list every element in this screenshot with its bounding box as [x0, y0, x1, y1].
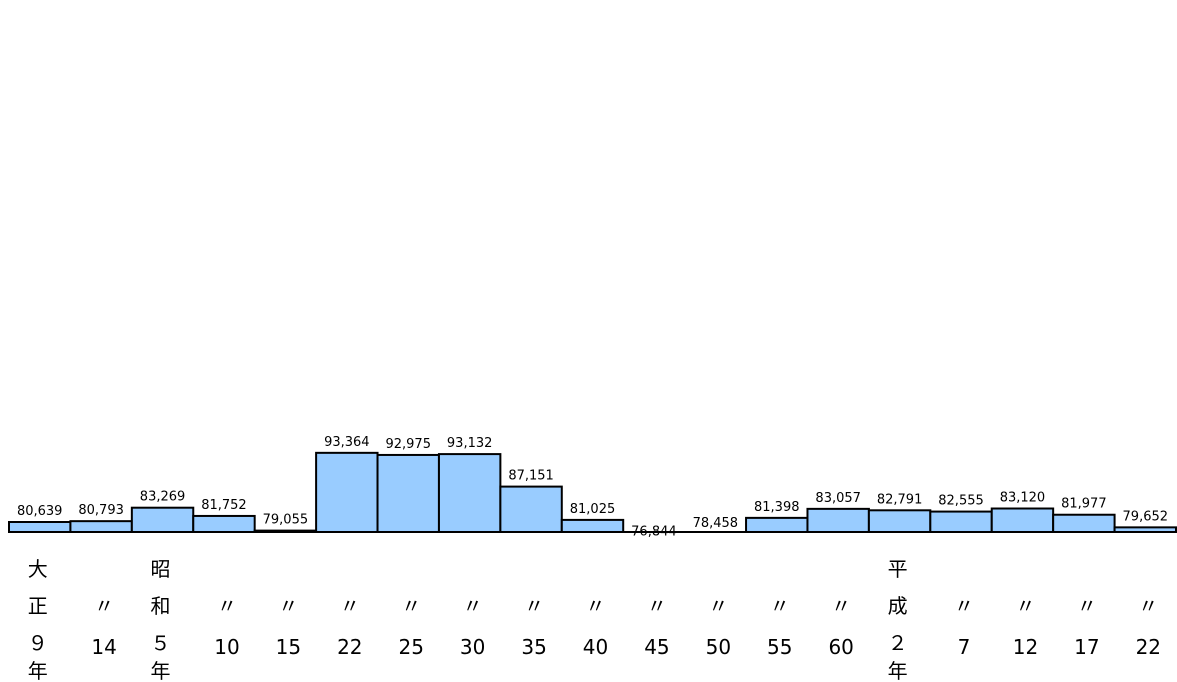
category-label: 〃 — [401, 594, 421, 618]
bar — [929, 510, 993, 533]
bar — [745, 516, 809, 533]
category-label: 17 — [1074, 635, 1099, 659]
category-label: 7 — [958, 635, 971, 659]
category-label: 〃 — [278, 594, 298, 618]
category-label: 40 — [583, 635, 608, 659]
bar — [315, 451, 379, 533]
category-label: 年 — [28, 659, 48, 682]
value-label: 80,793 — [78, 503, 124, 518]
category-label: 〃 — [708, 594, 728, 618]
value-label: 87,151 — [508, 469, 554, 484]
value-label: 81,025 — [570, 502, 616, 517]
category-label: 22 — [337, 635, 362, 659]
category-label: 〃 — [340, 594, 360, 618]
category-label: 和 — [151, 594, 171, 618]
bar — [8, 521, 72, 533]
category-label: 〃 — [1077, 594, 1097, 618]
value-label: 83,057 — [815, 491, 861, 506]
category-label: 50 — [706, 635, 731, 659]
value-label: 79,055 — [263, 513, 309, 528]
bar — [867, 509, 932, 533]
bar — [990, 507, 1055, 534]
value-label: 79,652 — [1123, 509, 1169, 524]
category-labels-group: 大正 ９ 年 〃 14 昭和 ５ 年 〃 10 〃 15 〃 22 〃 25 〃 30 〃 35 〃 40 〃 45 〃 50 〃 5… — [28, 557, 1161, 682]
value-label: 92,975 — [385, 437, 431, 452]
category-label: ９ — [28, 631, 48, 655]
value-label: 93,364 — [324, 435, 370, 450]
category-label: 平 — [888, 557, 908, 581]
bar — [192, 514, 256, 534]
value-label: 82,555 — [938, 494, 984, 509]
value-label: 93,132 — [447, 436, 493, 451]
value-label: 78,458 — [693, 516, 739, 531]
category-label: 〃 — [217, 594, 237, 618]
category-label: 年 — [888, 659, 908, 682]
bar — [1052, 513, 1116, 533]
category-label: 〃 — [831, 594, 851, 618]
category-label: 〃 — [586, 594, 606, 618]
value-label: 80,639 — [17, 504, 63, 519]
category-label: 12 — [1013, 635, 1038, 659]
category-label: 〃 — [647, 594, 667, 618]
category-label: 10 — [214, 635, 239, 659]
category-label: 55 — [767, 635, 792, 659]
bar — [437, 453, 502, 534]
bar — [806, 507, 870, 533]
category-label: 昭 — [151, 557, 171, 581]
category-label: 22 — [1136, 635, 1161, 659]
category-label: ５ — [151, 631, 171, 655]
category-label: 〃 — [463, 594, 483, 618]
bar — [560, 518, 625, 534]
value-labels-group: 80,639 80,793 83,269 81,752 79,055 93,364 92,9… — [17, 435, 1168, 540]
category-label: 30 — [460, 635, 485, 659]
category-label: 35 — [521, 635, 546, 659]
value-label: 83,120 — [1000, 491, 1046, 506]
category-label: 25 — [399, 635, 424, 659]
value-label: 81,977 — [1061, 497, 1107, 512]
category-label: 〃 — [1015, 594, 1035, 618]
value-label: 81,752 — [201, 498, 247, 513]
bars-group — [8, 451, 1177, 534]
value-label: 83,269 — [140, 490, 186, 505]
category-label: 〃 — [524, 594, 544, 618]
category-label: 〃 — [954, 594, 974, 618]
bar — [499, 485, 563, 534]
category-label: 正 — [28, 594, 48, 618]
bar — [69, 520, 133, 533]
category-label: 45 — [644, 635, 669, 659]
category-label: ２ — [888, 631, 908, 655]
category-label: 年 — [151, 659, 171, 682]
value-label: 82,791 — [877, 492, 923, 507]
category-label: 〃 — [94, 594, 114, 618]
value-label: 81,398 — [754, 500, 800, 515]
category-label: 大 — [28, 557, 48, 581]
category-label: 60 — [828, 635, 853, 659]
category-label: 〃 — [1138, 594, 1158, 618]
category-label: 14 — [91, 635, 116, 659]
category-label: 15 — [276, 635, 301, 659]
category-label: 〃 — [770, 594, 790, 618]
bar — [376, 453, 440, 534]
category-label: 成 — [888, 594, 908, 618]
bar — [130, 506, 195, 534]
